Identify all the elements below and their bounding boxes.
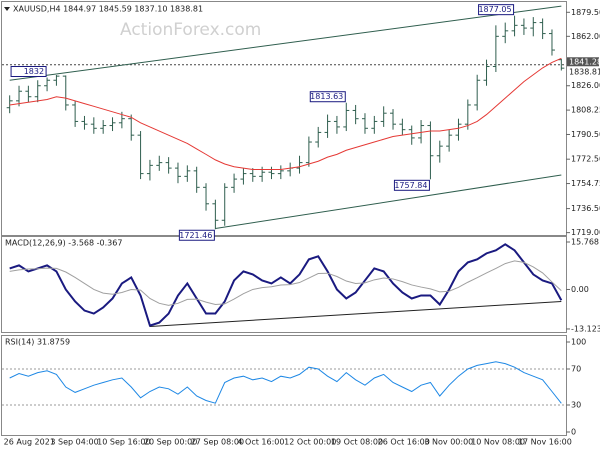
y-tick-label: 1826.00 [571, 81, 600, 90]
annotation-box [178, 229, 215, 241]
macd-line [9, 260, 562, 306]
annotation-box [393, 179, 430, 191]
y-tick-label: 1790.50 [571, 130, 600, 139]
x-tick-label: 4 Oct 16:00 [237, 438, 284, 447]
x-tick-label: 3 Nov 00:00 [424, 438, 473, 447]
annotation-box [10, 66, 47, 78]
price-marker-box [567, 57, 599, 67]
y-tick-label: 1879.50 [571, 8, 600, 17]
y-tick-label: 1862.00 [571, 32, 600, 41]
x-tick-label: 26 Oct 16:00 [378, 438, 430, 447]
x-tick-label: 27 Sep 08:00 [191, 438, 244, 447]
main-panel [1, 1, 567, 236]
price-marker: 1838.81 [569, 68, 600, 77]
annotation: 1721.46 [179, 231, 212, 240]
trendline [149, 301, 562, 327]
annotation: 1877.05 [478, 5, 511, 14]
watermark: ActionForex.com [120, 20, 261, 40]
y-tick-label: 1772.50 [571, 155, 600, 164]
macd-title: MACD(12,26,9) -3.568 -0.367 [5, 239, 122, 248]
y-tick-label: 1808.25 [571, 106, 600, 115]
y-tick-label: 100 [571, 338, 586, 347]
x-tick-label: 12 Oct 00:00 [284, 438, 336, 447]
trendline [215, 174, 562, 230]
main-title: XAUUSD,H4 1844.97 1845.59 1837.10 1838.8… [13, 5, 203, 14]
y-tick-label: 0 [571, 428, 576, 437]
dropdown-icon [4, 7, 10, 11]
annotation-box [309, 91, 346, 103]
x-tick-label: 19 Oct 08:00 [331, 438, 383, 447]
x-tick-label: 20 Sep 00:00 [144, 438, 197, 447]
rsi-panel [1, 335, 567, 436]
trendline [9, 5, 562, 81]
macd-panel [1, 236, 567, 333]
moving-average [9, 57, 562, 170]
y-tick-label: 1736.50 [571, 204, 600, 213]
macd-line [9, 243, 563, 327]
x-tick-label: 10 Sep 16:00 [97, 438, 150, 447]
y-tick-label: 0.00 [571, 285, 589, 294]
rsi-line [9, 361, 562, 404]
y-tick-label: 30 [571, 401, 581, 410]
y-tick-label: 70 [571, 365, 581, 374]
x-tick-label: 3 Sep 04:00 [50, 438, 98, 447]
y-tick-label: -13.123 [571, 324, 600, 333]
y-tick-label: 1719.00 [571, 228, 600, 237]
y-tick-label: 1754.75 [571, 179, 600, 188]
y-tick-label: 15.768 [571, 238, 599, 247]
x-tick-label: 26 Aug 2021 [4, 438, 55, 447]
x-tick-label: 17 Nov 16:00 [518, 438, 572, 447]
annotation: 1832 [24, 67, 44, 76]
annotation-box [478, 4, 515, 16]
x-tick-label: 10 Nov 08:00 [471, 438, 525, 447]
annotation: 1813.63 [310, 92, 343, 101]
rsi-title: RSI(14) 31.8759 [5, 338, 70, 347]
price-marker: 1841.28 [569, 57, 600, 66]
price-marker-box [567, 67, 599, 77]
annotation: 1757.84 [394, 181, 427, 190]
